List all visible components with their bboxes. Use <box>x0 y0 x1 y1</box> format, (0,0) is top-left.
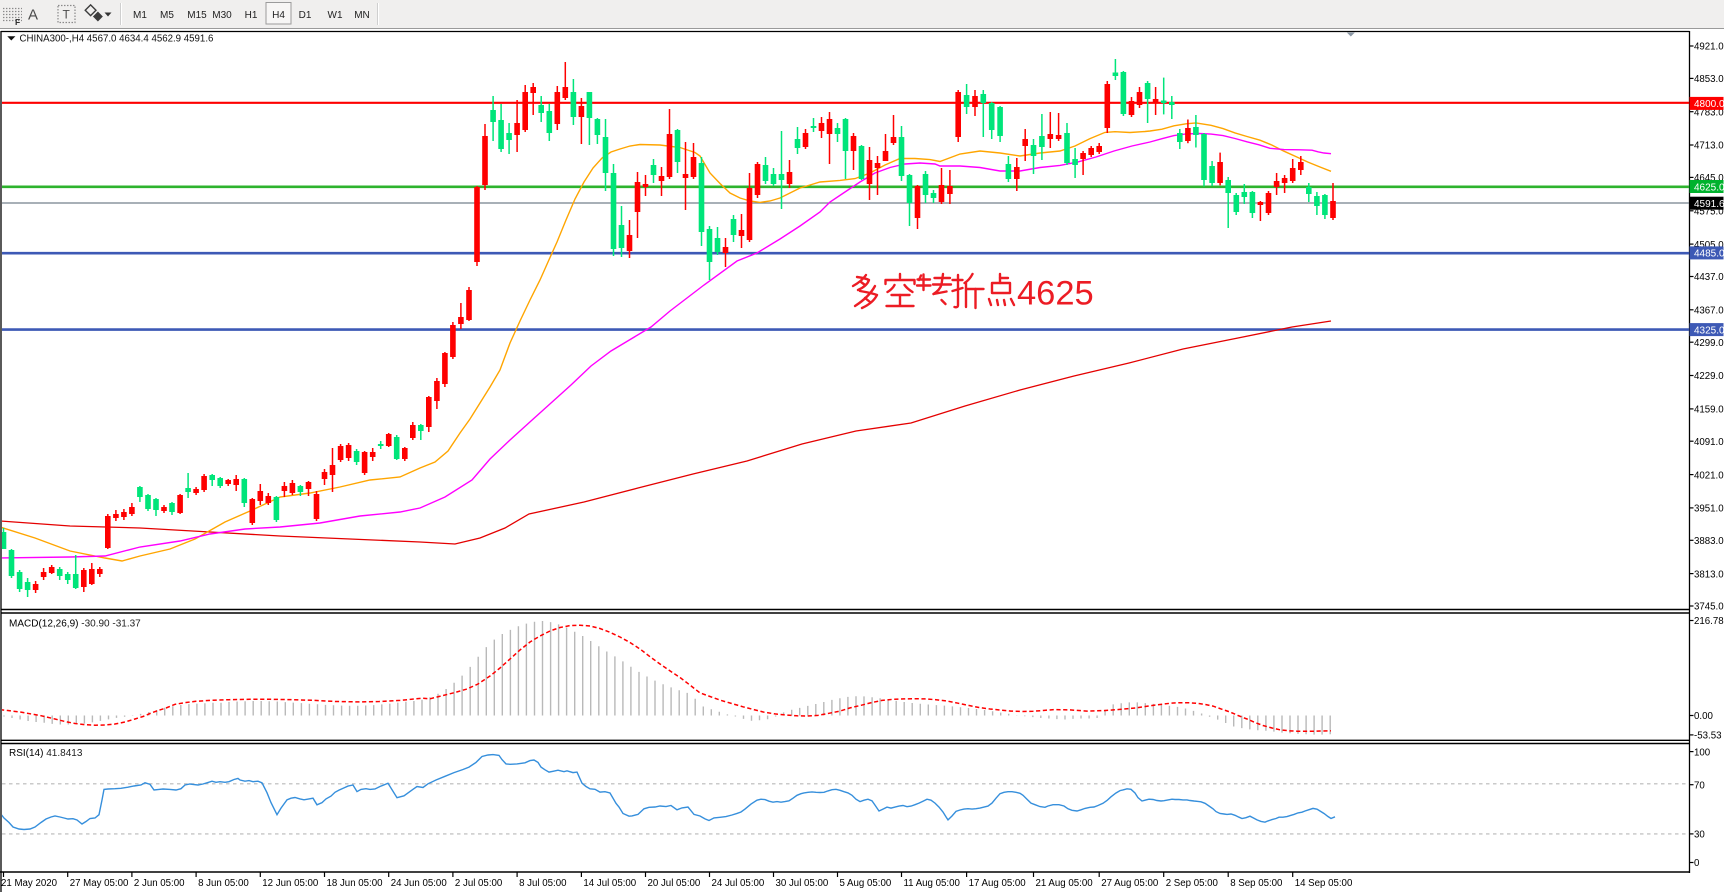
svg-text:20 Jul 05:00: 20 Jul 05:00 <box>648 878 701 889</box>
svg-text:3745.0: 3745.0 <box>1694 602 1724 613</box>
svg-text:8 Sep 05:00: 8 Sep 05:00 <box>1230 878 1283 889</box>
svg-text:H1: H1 <box>245 10 258 21</box>
svg-text:MACD(12,26,9) -30.90 -31.37: MACD(12,26,9) -30.90 -31.37 <box>9 619 141 630</box>
svg-text:4229.0: 4229.0 <box>1694 371 1724 382</box>
svg-text:14 Sep 05:00: 14 Sep 05:00 <box>1295 878 1353 889</box>
svg-text:M5: M5 <box>160 10 174 21</box>
svg-text:4625.0: 4625.0 <box>1694 182 1724 193</box>
svg-text:5 Aug 05:00: 5 Aug 05:00 <box>840 878 892 889</box>
svg-text:21 May 2020: 21 May 2020 <box>1 878 58 889</box>
svg-text:D1: D1 <box>299 10 312 21</box>
svg-text:8 Jul 05:00: 8 Jul 05:00 <box>519 878 567 889</box>
svg-text:12 Jun 05:00: 12 Jun 05:00 <box>262 878 319 889</box>
svg-text:T: T <box>63 8 71 22</box>
svg-text:14 Jul 05:00: 14 Jul 05:00 <box>583 878 636 889</box>
svg-text:MN: MN <box>354 10 370 21</box>
svg-text:A: A <box>28 7 38 24</box>
svg-text:4159.0: 4159.0 <box>1694 405 1724 416</box>
svg-text:30 Jul 05:00: 30 Jul 05:00 <box>776 878 829 889</box>
svg-text:4591.6: 4591.6 <box>1694 199 1724 210</box>
svg-text:18 Jun 05:00: 18 Jun 05:00 <box>327 878 384 889</box>
svg-text:4713.0: 4713.0 <box>1694 141 1724 152</box>
svg-text:4021.0: 4021.0 <box>1694 470 1724 481</box>
svg-text:4437.0: 4437.0 <box>1694 272 1724 283</box>
svg-text:CHINA300-,H4 4567.0 4634.4 45: CHINA300-,H4 4567.0 4634.4 4562.9 4591.6 <box>20 34 214 45</box>
svg-text:4091.0: 4091.0 <box>1694 437 1724 448</box>
svg-text:100: 100 <box>1694 747 1711 758</box>
svg-text:21 Aug 05:00: 21 Aug 05:00 <box>1036 878 1094 889</box>
svg-text:H4: H4 <box>272 10 285 21</box>
svg-text:3951.0: 3951.0 <box>1694 504 1724 515</box>
svg-text:0: 0 <box>1694 858 1700 869</box>
svg-text:F: F <box>15 17 20 27</box>
svg-text:4325.0: 4325.0 <box>1694 325 1724 336</box>
svg-text:W1: W1 <box>328 10 343 21</box>
svg-text:4625: 4625 <box>1017 275 1094 313</box>
svg-text:11 Aug 05:00: 11 Aug 05:00 <box>904 878 961 889</box>
svg-text:4485.0: 4485.0 <box>1694 249 1724 260</box>
svg-text:-53.53: -53.53 <box>1694 731 1721 742</box>
svg-text:4367.0: 4367.0 <box>1694 306 1724 317</box>
svg-text:M30: M30 <box>212 10 232 21</box>
svg-text:M1: M1 <box>133 10 147 21</box>
svg-text:4853.0: 4853.0 <box>1694 74 1724 85</box>
svg-text:4921.0: 4921.0 <box>1694 42 1724 53</box>
svg-text:4299.0: 4299.0 <box>1694 338 1724 349</box>
svg-text:2 Jul 05:00: 2 Jul 05:00 <box>455 878 503 889</box>
svg-text:17 Aug 05:00: 17 Aug 05:00 <box>969 878 1027 889</box>
svg-text:3883.0: 3883.0 <box>1694 536 1724 547</box>
svg-text:2 Jun 05:00: 2 Jun 05:00 <box>134 878 185 889</box>
svg-text:27 Aug 05:00: 27 Aug 05:00 <box>1101 878 1159 889</box>
svg-text:4505.0: 4505.0 <box>1694 240 1724 251</box>
svg-text:8 Jun 05:00: 8 Jun 05:00 <box>198 878 249 889</box>
svg-text:3813.0: 3813.0 <box>1694 569 1724 580</box>
svg-text:24 Jul 05:00: 24 Jul 05:00 <box>712 878 765 889</box>
svg-text:30: 30 <box>1694 830 1705 841</box>
svg-text:27 May 05:00: 27 May 05:00 <box>70 878 129 889</box>
svg-text:RSI(14) 41.8413: RSI(14) 41.8413 <box>9 748 83 759</box>
svg-text:2 Sep 05:00: 2 Sep 05:00 <box>1166 878 1219 889</box>
svg-text:4575.0: 4575.0 <box>1694 207 1724 218</box>
svg-text:4645.0: 4645.0 <box>1694 173 1724 184</box>
svg-text:4783.0: 4783.0 <box>1694 107 1724 118</box>
svg-text:70: 70 <box>1694 780 1705 791</box>
svg-text:24 Jun 05:00: 24 Jun 05:00 <box>391 878 448 889</box>
svg-text:4800.0: 4800.0 <box>1694 99 1724 110</box>
svg-text:216.78: 216.78 <box>1694 616 1724 627</box>
svg-text:M15: M15 <box>187 10 207 21</box>
svg-text:0.00: 0.00 <box>1694 711 1713 722</box>
